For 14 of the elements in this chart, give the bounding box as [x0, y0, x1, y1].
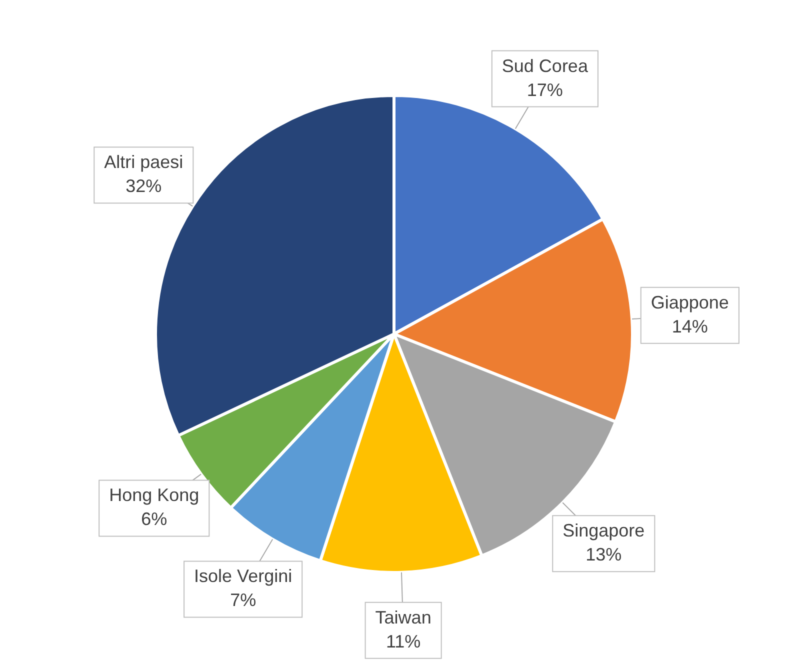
slice-label: Sud Corea: [502, 56, 589, 76]
data-label: 7%: [230, 590, 256, 610]
data-label: 17%: [526, 80, 563, 100]
data-label: 11%: [386, 631, 421, 652]
data-label: 6%: [141, 509, 168, 530]
data-label: 32%: [126, 176, 162, 196]
data-label: 13%: [586, 544, 622, 565]
data-label: 14%: [672, 316, 708, 336]
slice-label: Singapore: [562, 520, 645, 541]
slice-label: Taiwan: [375, 607, 432, 628]
slice-label: Isole Vergini: [194, 566, 292, 586]
slice-label: Hong Kong: [109, 485, 200, 506]
slice-label: Altri paesi: [104, 152, 184, 172]
slice-label: Giappone: [650, 292, 729, 312]
